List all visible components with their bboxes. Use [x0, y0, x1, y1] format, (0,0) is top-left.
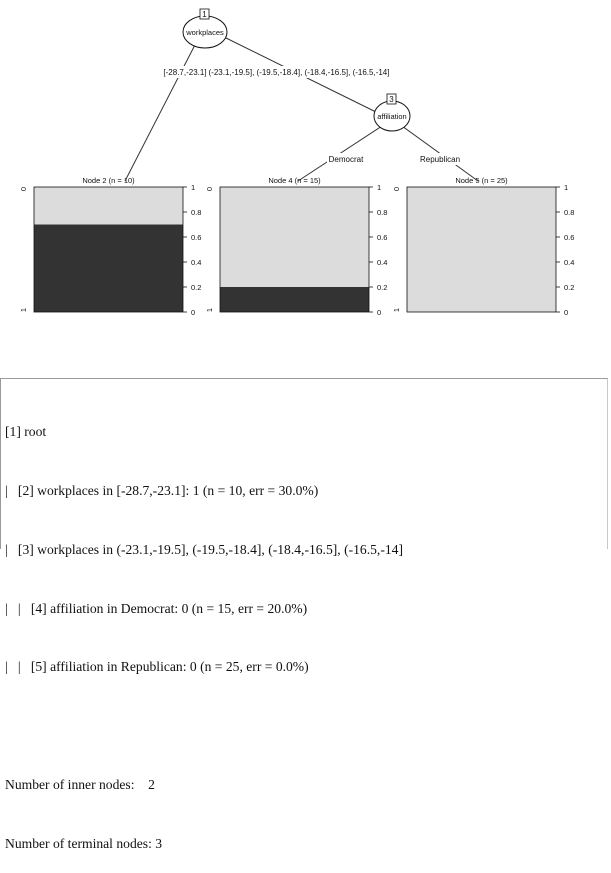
bar-segment-class-0 — [220, 187, 369, 287]
terminal-node-panels: Node 2 (n = 10) 0 1 1 0.8 0.6 0.4 0.2 0 Node 4 (n… — [19, 176, 574, 317]
right-axis-tick-label: 1 — [191, 183, 195, 192]
edge-root-to-node-2 — [124, 38, 199, 182]
bar-segment-class-1 — [34, 224, 183, 312]
terminal-node-frame — [219, 186, 370, 313]
left-axis-label-top: 0 — [205, 187, 214, 191]
inner-node-1-id: 1 — [202, 10, 207, 19]
right-axis-tick-label: 0.6 — [377, 233, 387, 242]
edge-label-root-right: (-23.1,-19.5], (-19.5,-18.4], (-18.4,-16… — [209, 68, 390, 77]
left-axis-label-top: 0 — [19, 187, 28, 191]
left-axis-label-top: 0 — [392, 187, 401, 191]
right-axis-tick-label: 0 — [564, 308, 568, 317]
edge-label-republican: Republican — [420, 155, 460, 164]
console-line: | | [4] affiliation in Democrat: 0 (n = … — [5, 600, 308, 616]
console-line: Number of inner nodes: 2 — [5, 776, 155, 792]
terminal-node-frame — [406, 186, 557, 313]
left-axis-label-bottom: 1 — [205, 308, 214, 312]
console-line — [5, 716, 607, 736]
inner-node-1-id-box — [199, 8, 210, 20]
inner-node-3-label: affiliation — [377, 112, 406, 121]
terminal-node-title: Node 4 (n = 15) — [268, 176, 321, 185]
edge-label-bg-democrat — [327, 153, 365, 165]
terminal-node-title: Node 5 (n = 25) — [455, 176, 508, 185]
edge-label-root-left: [-28.7,-23.1] — [163, 68, 206, 77]
right-axis-tick-label: 0.4 — [564, 258, 574, 267]
edge-label-bg-root-right — [209, 66, 389, 78]
bar-segment-class-1 — [220, 287, 369, 312]
right-axis-tick-label: 0 — [377, 308, 381, 317]
left-axis-label-bottom: 1 — [19, 308, 28, 312]
inner-node-1-label: workplaces — [185, 28, 224, 37]
right-axis-tick-label: 0.6 — [191, 233, 201, 242]
console-line: Number of terminal nodes: 3 — [5, 835, 163, 851]
right-axis-tick-label: 0.4 — [191, 258, 201, 267]
terminal-node-frame — [33, 186, 184, 313]
right-axis-tick-label: 0.8 — [377, 208, 387, 217]
right-axis-tick-label: 0.2 — [564, 283, 574, 292]
inner-node-3-id: 3 — [389, 95, 394, 104]
edge-label-bg-root-left — [164, 66, 206, 78]
tree-print-output: [1] root | [2] workplaces in [-28.7,-23.… — [0, 378, 608, 851]
console-line: | [3] workplaces in (-23.1,-19.5], (-19.… — [5, 541, 403, 557]
right-axis-tick-label: 1 — [564, 183, 568, 192]
edge-label-bg-republican — [417, 153, 463, 165]
edge-label-democrat: Democrat — [329, 155, 364, 164]
right-axis-tick-label: 0.2 — [191, 283, 201, 292]
bar-segment-class-0 — [34, 187, 183, 225]
right-axis-tick-label: 0.6 — [564, 233, 574, 242]
inner-node-3-id-box — [386, 93, 397, 105]
right-axis-tick-label: 1 — [377, 183, 381, 192]
bar-segment-class-0 — [407, 187, 556, 312]
console-line: | | [5] affiliation in Republican: 0 (n … — [5, 659, 309, 675]
terminal-node-title: Node 2 (n = 10) — [82, 176, 135, 185]
console-line: [1] root — [5, 424, 47, 440]
left-axis-label-bottom: 1 — [392, 308, 401, 312]
decision-tree-diagram: [-28.7,-23.1] (-23.1,-19.5], (-19.5,-18.… — [19, 8, 574, 317]
right-axis-tick-label: 0 — [191, 308, 195, 317]
right-axis-tick-label: 0.8 — [564, 208, 574, 217]
right-axis-tick-label: 0.4 — [377, 258, 387, 267]
right-axis-tick-label: 0.2 — [377, 283, 387, 292]
console-line: | [2] workplaces in [-28.7,-23.1]: 1 (n … — [5, 482, 319, 498]
right-axis-tick-label: 0.8 — [191, 208, 201, 217]
